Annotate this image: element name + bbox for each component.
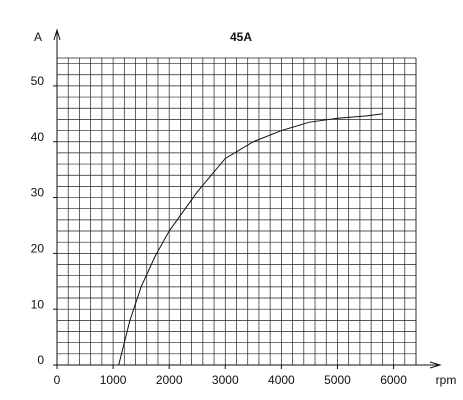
y-tick-label: 10: [31, 297, 45, 311]
y-axis-label: A: [34, 30, 42, 44]
x-axis-label: rpm: [436, 373, 457, 387]
chart-title: 45A: [230, 30, 252, 44]
x-axis-arrow: [429, 361, 442, 369]
y-tick-label: 0: [37, 353, 44, 367]
x-tick-label: 3000: [212, 373, 239, 387]
x-tick-label: 5000: [324, 373, 351, 387]
x-tick-label: 1000: [100, 373, 127, 387]
x-tick-label: 6000: [380, 373, 407, 387]
y-axis-arrow: [53, 28, 61, 41]
y-tick-label: 50: [31, 74, 45, 88]
curve: [118, 113, 383, 366]
y-tick-label: 30: [31, 186, 45, 200]
x-tick-label: 4000: [268, 373, 295, 387]
y-tick-label: 20: [31, 242, 45, 256]
x-tick-label: 2000: [156, 373, 183, 387]
x-tick-label: 0: [54, 373, 61, 387]
y-tick-label: 40: [31, 130, 45, 144]
